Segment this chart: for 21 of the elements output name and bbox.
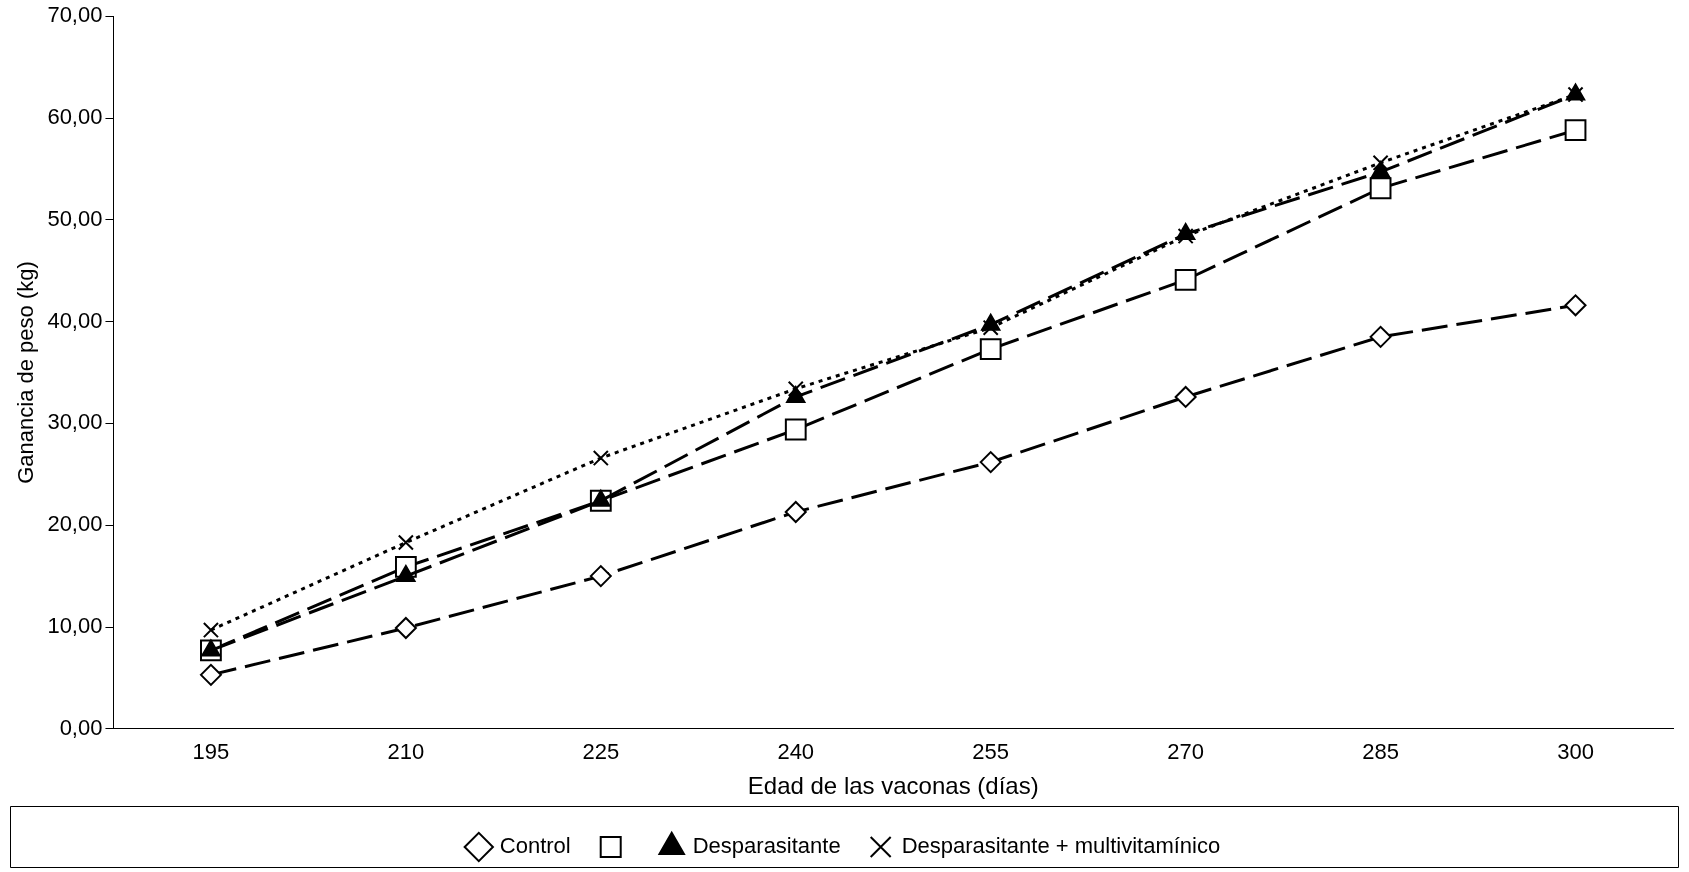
x-axis-title: Edad de las vaconas (días) xyxy=(747,772,1039,800)
x-tick-label: 255 xyxy=(972,739,1010,765)
x-tick-label: 225 xyxy=(582,739,620,765)
x-tick-label: 270 xyxy=(1167,739,1204,765)
y-tick-label: 0,00 xyxy=(59,714,103,740)
x-tick-label: 285 xyxy=(1362,739,1399,765)
x-tick-label: 240 xyxy=(777,739,815,765)
y-tick-label: 50,00 xyxy=(47,205,103,231)
y-tick-label: 70,00 xyxy=(47,2,103,28)
y-tick-label: 10,00 xyxy=(47,613,103,639)
y-tick-label: 20,00 xyxy=(47,511,103,537)
x-tick-label: 300 xyxy=(1557,739,1594,765)
x-tick-label: 210 xyxy=(387,739,425,765)
legend-label: Control xyxy=(499,833,571,859)
y-tick-label: 40,00 xyxy=(47,307,103,333)
y-tick-label: 60,00 xyxy=(47,104,103,130)
y-tick-label: 30,00 xyxy=(47,409,103,435)
y-axis-title: Ganancia de peso (kg) xyxy=(13,261,39,484)
x-tick-label: 195 xyxy=(192,739,230,765)
legend-label: Desparasitante xyxy=(692,833,841,859)
legend-label: Desparasitante + multivitamínico xyxy=(901,833,1221,859)
